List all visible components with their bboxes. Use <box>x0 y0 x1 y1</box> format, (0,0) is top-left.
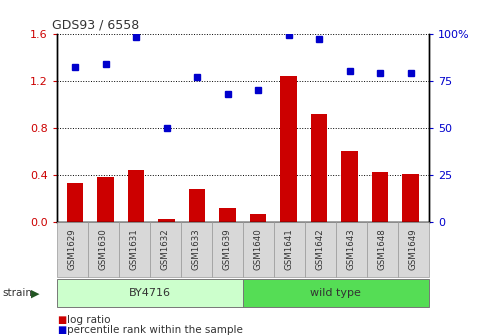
Text: wild type: wild type <box>311 288 361 298</box>
Bar <box>67 183 83 222</box>
Text: percentile rank within the sample: percentile rank within the sample <box>67 325 243 335</box>
Bar <box>372 172 388 222</box>
Text: GSM1643: GSM1643 <box>347 228 356 270</box>
Text: GSM1639: GSM1639 <box>223 229 232 270</box>
Bar <box>402 173 419 222</box>
Text: ▶: ▶ <box>31 288 39 298</box>
Text: GSM1629: GSM1629 <box>68 229 77 270</box>
Bar <box>97 177 114 222</box>
Text: log ratio: log ratio <box>67 315 110 325</box>
Text: GSM1633: GSM1633 <box>192 228 201 270</box>
Text: GDS93 / 6558: GDS93 / 6558 <box>52 19 139 32</box>
Bar <box>280 76 297 222</box>
Text: strain: strain <box>2 288 33 298</box>
Bar <box>158 219 175 222</box>
Text: ■: ■ <box>57 315 66 325</box>
Bar <box>341 151 358 222</box>
Text: GSM1649: GSM1649 <box>409 229 418 270</box>
Bar <box>128 170 144 222</box>
Text: GSM1630: GSM1630 <box>99 228 108 270</box>
Text: GSM1640: GSM1640 <box>254 228 263 270</box>
Bar <box>249 214 266 222</box>
Text: GSM1631: GSM1631 <box>130 228 139 270</box>
Text: GSM1642: GSM1642 <box>316 228 325 270</box>
Bar <box>189 189 206 222</box>
Text: BY4716: BY4716 <box>129 288 171 298</box>
Text: GSM1648: GSM1648 <box>378 228 387 270</box>
Text: GSM1632: GSM1632 <box>161 228 170 270</box>
Text: GSM1641: GSM1641 <box>285 228 294 270</box>
Bar <box>311 114 327 222</box>
Text: ■: ■ <box>57 325 66 335</box>
Bar <box>219 208 236 222</box>
